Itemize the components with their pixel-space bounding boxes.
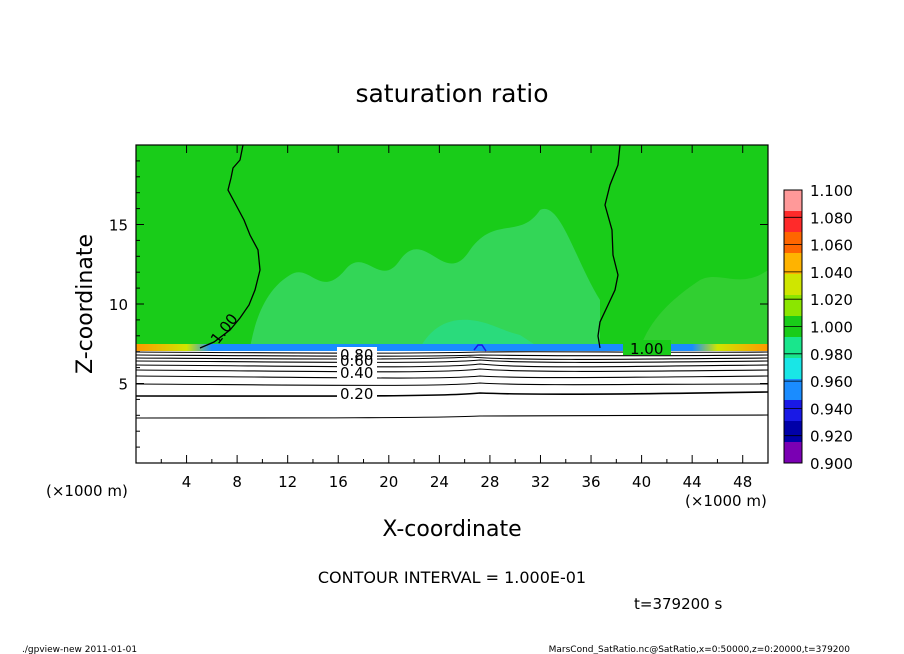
x-tick-label: 36 xyxy=(581,473,600,491)
time-stamp: t=379200 s xyxy=(634,595,722,613)
y-axis-label: Z-coordinate xyxy=(73,234,98,374)
dry-region xyxy=(136,351,768,463)
contour-line-1.00-left xyxy=(199,145,261,349)
subsaturated-patches xyxy=(250,208,600,348)
chart-title: saturation ratio xyxy=(355,79,548,108)
contour-label-2: 0.80 xyxy=(340,346,373,364)
colorbar-swatch xyxy=(784,211,802,233)
y-tick-label: 5 xyxy=(118,376,128,394)
x-axis-ticks: 4 8 12 16 20 24 28 32 36 40 44 48 xyxy=(160,145,752,491)
colorbar: 1.100 1.080 1.060 1.040 1.020 1.000 0.980 0.960… xyxy=(783,182,853,473)
colorbar-label: 1.100 xyxy=(810,182,853,200)
x-tick-label: 20 xyxy=(379,473,398,491)
colorbar-swatch xyxy=(784,442,802,464)
colorbar-swatch xyxy=(784,358,802,380)
contour-label-3: 0.60 xyxy=(340,352,373,370)
x-axis-label: X-coordinate xyxy=(382,517,521,542)
colorbar-label: 0.940 xyxy=(810,400,853,418)
colorbar-label: 1.060 xyxy=(810,237,853,255)
colorbar-swatch xyxy=(784,337,802,359)
colorbar-swatch xyxy=(784,253,802,275)
contour-label-5: 0.20 xyxy=(340,385,373,403)
colorbar-label: 1.040 xyxy=(810,264,853,282)
x-tick-label: 16 xyxy=(329,473,348,491)
x-tick-label: 44 xyxy=(683,473,702,491)
colorbar-label: 1.000 xyxy=(810,319,853,337)
contour-label-0: 1.00 xyxy=(630,340,663,358)
colorbar-swatch xyxy=(784,274,802,296)
x-tick-label: 48 xyxy=(733,473,752,491)
x-unit-right: (×1000 m) xyxy=(685,492,767,510)
contour-interval: CONTOUR INTERVAL = 1.000E-01 xyxy=(318,568,586,587)
contour-lines-horizontal xyxy=(136,351,768,419)
contour-line-1.00-right xyxy=(597,145,621,349)
boundary-layer xyxy=(136,344,768,351)
x-unit-left: (×1000 m) xyxy=(46,482,128,500)
contour-label-4: 0.40 xyxy=(340,364,373,382)
colorbar-label: 0.980 xyxy=(810,346,853,364)
x-tick-label: 8 xyxy=(232,473,242,491)
colorbar-swatch xyxy=(784,400,802,422)
y-tick-label: 15 xyxy=(109,217,128,235)
footer-left: ./gpview-new 2011-01-01 xyxy=(22,645,137,654)
x-tick-label: 12 xyxy=(278,473,297,491)
footer-right: MarsCond_SatRatio.nc@SatRatio,x=0:50000,… xyxy=(549,645,851,654)
colorbar-label: 0.960 xyxy=(810,373,853,391)
contour-bump xyxy=(473,344,487,352)
subsaturated-patches-2 xyxy=(420,319,540,348)
colorbar-swatch xyxy=(784,295,802,317)
x-tick-label: 28 xyxy=(480,473,499,491)
x-tick-label: 4 xyxy=(182,473,192,491)
plot-area xyxy=(136,145,768,463)
colorbar-swatch xyxy=(784,232,802,254)
y-tick-label: 10 xyxy=(109,296,128,314)
x-tick-label: 40 xyxy=(632,473,651,491)
colorbar-label: 1.080 xyxy=(810,209,853,227)
subsaturated-patches-3 xyxy=(640,270,768,348)
colorbar-label: 1.020 xyxy=(810,291,853,309)
colorbar-label: 0.900 xyxy=(810,455,853,473)
colorbar-swatch xyxy=(784,421,802,443)
x-tick-label: 24 xyxy=(430,473,449,491)
colorbar-swatch xyxy=(784,379,802,401)
x-tick-label: 32 xyxy=(531,473,550,491)
y-axis-ticks: 5 10 15 xyxy=(109,160,768,448)
colorbar-label: 0.920 xyxy=(810,428,853,446)
colorbar-swatch xyxy=(784,190,802,212)
